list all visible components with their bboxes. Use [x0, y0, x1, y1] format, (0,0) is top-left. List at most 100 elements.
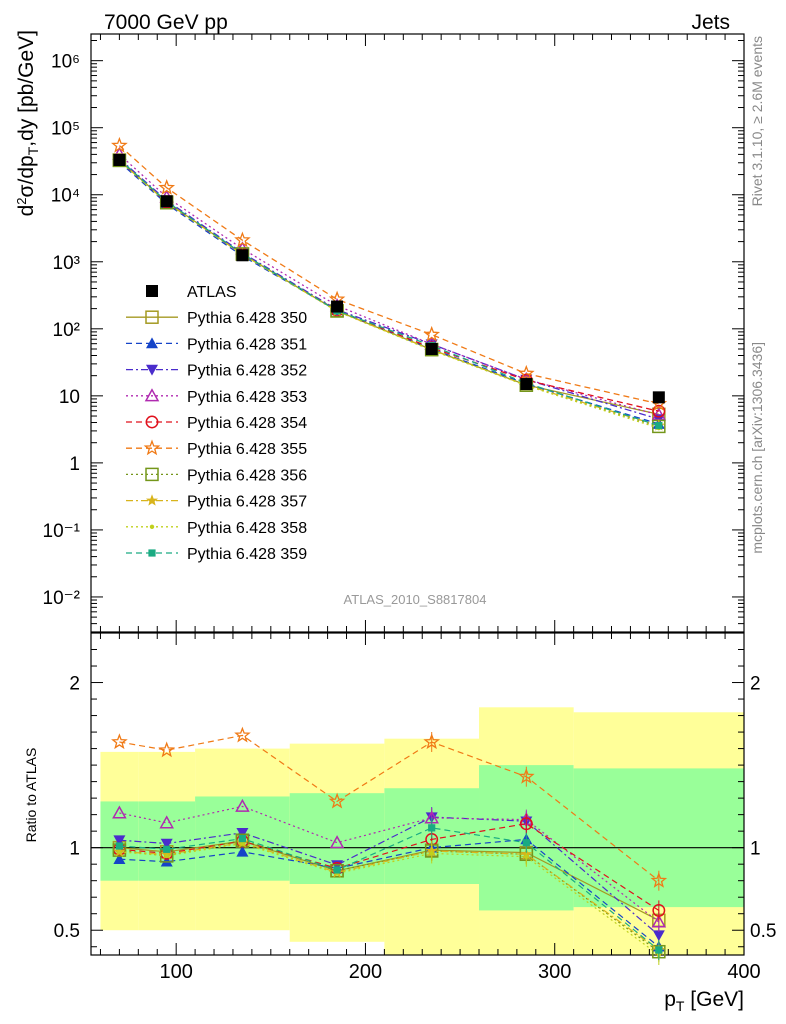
x-tick-label: 100	[159, 961, 192, 983]
ratio-point	[240, 841, 245, 846]
ratio-point	[112, 805, 127, 819]
legend-marker	[143, 439, 161, 456]
main-panel-series	[111, 136, 668, 434]
x-tick-label: 300	[538, 961, 571, 983]
data-point	[520, 378, 533, 391]
header-process: 7000 GeV pp	[104, 11, 228, 34]
legend-label: Pythia 6.428 351	[187, 336, 307, 353]
ratio-point	[522, 839, 530, 847]
ratio-point	[423, 733, 441, 750]
ratio-point	[158, 741, 176, 758]
x-tick-label: 400	[727, 961, 760, 983]
ratio-point	[113, 853, 126, 865]
ratio-point	[655, 946, 663, 954]
ratio-y-tick-label-right: 2	[750, 674, 761, 695]
y-tick-label: 10³	[53, 253, 80, 274]
ratio-point	[160, 855, 173, 867]
legend-marker	[146, 337, 158, 349]
series-atlas	[113, 153, 665, 404]
legend-entry: Pythia 6.428 354	[126, 415, 307, 432]
ratio-point	[428, 824, 436, 832]
legend-marker	[145, 494, 159, 506]
ratio-y-axis-label: Ratio to ATLAS	[23, 748, 39, 843]
ratio-point	[113, 835, 126, 847]
main-y-axis-label: d2σ/dpT,dy [pb/GeV]	[14, 30, 41, 216]
ratio-point	[524, 854, 529, 859]
legend-marker	[144, 388, 160, 402]
ratio-point	[238, 834, 247, 843]
panel-border	[90, 632, 745, 956]
legend-label: Pythia 6.428 356	[187, 467, 307, 484]
x-axis-label: pT [GeV]	[664, 988, 744, 1014]
legend-entry: Pythia 6.428 359	[126, 546, 307, 563]
ratio-point	[164, 853, 169, 859]
legend-marker	[146, 364, 158, 376]
legend-entry: Pythia 6.428 356	[126, 467, 307, 484]
y-tick-label: 10⁻²	[43, 588, 81, 609]
legend-label: Pythia 6.428 355	[187, 441, 307, 458]
legend-entry: Pythia 6.428 351	[126, 336, 307, 353]
ratio-y-tick-label-right: 0.5	[750, 921, 776, 942]
ratio-series-pythia-6-428-358	[117, 841, 662, 965]
ratio-point	[236, 828, 249, 839]
ratio-point	[111, 733, 128, 750]
legend-label: Pythia 6.428 358	[187, 520, 307, 537]
legend-label: Pythia 6.428 353	[187, 389, 307, 406]
data-point	[518, 364, 535, 381]
series-line	[118, 145, 659, 405]
ratio-panel-series	[111, 726, 668, 965]
ratio-point	[519, 817, 533, 831]
x-tick-label: 200	[349, 961, 382, 983]
ratio-panel-frame: 100 200 300 400 0.5 0.5 1 1 2 2	[54, 632, 776, 983]
y-tick-label: 10²	[53, 320, 80, 341]
ratio-point	[163, 845, 171, 853]
ratio-y-tick-label: 1	[69, 839, 80, 860]
data-point	[160, 195, 173, 208]
legend-marker	[146, 285, 158, 297]
legend-marker	[145, 467, 159, 482]
legend-label: Pythia 6.428 350	[187, 310, 307, 327]
legend-label: ATLAS	[187, 284, 237, 301]
ratio-uncertainty-bands	[100, 707, 744, 955]
ratio-point	[651, 914, 667, 928]
ratio-point	[159, 815, 174, 829]
legend-label: Pythia 6.428 352	[187, 363, 307, 380]
legend: ATLAS Pythia 6.428 350 Pythia 6.428 351 Pyt…	[126, 284, 307, 563]
legend-entry: Pythia 6.428 355	[126, 439, 307, 458]
ratio-point	[518, 767, 535, 784]
legend-entry: Pythia 6.428 350	[126, 310, 307, 327]
ratio-point	[652, 930, 665, 942]
y-tick-label: 10⁶	[51, 52, 80, 73]
data-point	[111, 136, 128, 153]
ratio-point	[236, 845, 249, 857]
legend-entry: Pythia 6.428 352	[126, 363, 307, 380]
ratio-point	[115, 842, 123, 850]
legend-entry: ATLAS	[146, 284, 237, 301]
ratio-y-tick-label: 0.5	[54, 921, 80, 942]
mcplots-label: mcplots.cern.ch [arXiv:1306.3436]	[749, 342, 765, 554]
legend-entry: Pythia 6.428 358	[126, 520, 307, 537]
y-tick-label: 1	[69, 454, 80, 475]
ratio-series-pythia-6-428-355	[111, 726, 668, 891]
ratio-point	[234, 726, 251, 743]
ratio-point	[329, 835, 345, 849]
ratio-point	[117, 849, 122, 854]
y-tick-label: 10	[59, 387, 80, 408]
y-tick-label: 10⁵	[51, 119, 80, 140]
main-panel-frame: 10⁻² 10⁻¹ 1 10 10² 10³ 10⁴ 10⁵ 10⁶	[43, 33, 745, 633]
legend-label: Pythia 6.428 357	[187, 494, 307, 511]
data-point	[331, 300, 344, 313]
ratio-point	[650, 871, 668, 888]
ratio-point	[160, 838, 173, 850]
legend-marker	[149, 524, 155, 529]
legend-marker	[148, 549, 156, 557]
data-point	[423, 325, 441, 342]
data-point	[655, 421, 663, 430]
data-point	[113, 153, 126, 166]
legend-marker	[145, 310, 159, 324]
y-tick-label: 10⁴	[51, 186, 80, 207]
data-point	[652, 404, 666, 418]
analysis-label: ATLAS_2010_S8817804	[344, 592, 487, 607]
data-point	[158, 179, 176, 195]
